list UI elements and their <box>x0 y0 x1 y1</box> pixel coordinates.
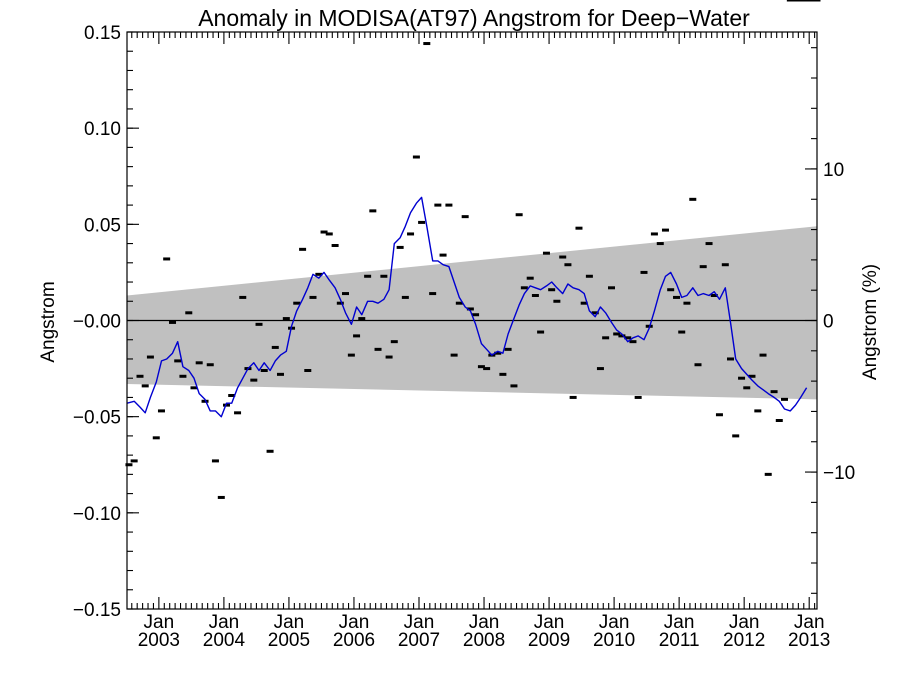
x-tick-month-label: Jan <box>274 612 305 633</box>
y-tick-label: 0.10 <box>84 119 121 140</box>
y-tick-label: 0.05 <box>84 215 121 236</box>
right-y-tick-label: 0 <box>823 312 834 333</box>
y-tick-label: −0.05 <box>73 408 121 429</box>
y-tick-label: −0.10 <box>73 504 121 525</box>
x-tick-month-label: Jan <box>729 612 760 633</box>
x-tick-month-label: Jan <box>404 612 435 633</box>
x-tick-year-label: 2006 <box>333 630 375 651</box>
uncertainty-band <box>127 226 817 400</box>
smoothed-series-line <box>126 196 808 418</box>
x-tick-year-label: 2007 <box>398 630 440 651</box>
x-tick-year-label: 2005 <box>268 630 310 651</box>
x-tick-month-label: Jan <box>144 612 175 633</box>
x-tick-month-label: Jan <box>794 612 825 633</box>
x-tick-month-label: Jan <box>534 612 565 633</box>
x-tick-month-label: Jan <box>599 612 630 633</box>
y-tick-label: −0.15 <box>73 600 121 621</box>
axis-tick-labels: 0.15 0.10 0.05 −0.00 −0.05 −0.10 −0.15 10 0 −10 Ja… <box>73 23 855 651</box>
x-tick-year-label: 2013 <box>788 630 830 651</box>
x-tick-month-label: Jan <box>209 612 240 633</box>
x-tick-month-label: Jan <box>664 612 695 633</box>
y-tick-label: −0.00 <box>73 312 121 333</box>
right-y-axis-label: Angstrom (%) <box>860 264 881 380</box>
x-tick-year-label: 2012 <box>723 630 765 651</box>
x-tick-year-label: 2003 <box>138 630 180 651</box>
x-tick-year-label: 2010 <box>593 630 635 651</box>
x-tick-year-label: 2004 <box>203 630 246 651</box>
right-y-tick-label: 10 <box>823 160 844 181</box>
axis-ticks <box>127 31 817 610</box>
monthly-points <box>125 0 821 499</box>
x-tick-month-label: Jan <box>339 612 370 633</box>
x-tick-year-label: 2009 <box>528 630 570 651</box>
y-axis-label: Angstrom <box>38 281 59 362</box>
x-tick-year-label: 2008 <box>463 630 505 651</box>
band-polygon <box>127 226 817 400</box>
y-tick-label: 0.15 <box>84 23 121 44</box>
right-y-tick-label: −10 <box>823 463 855 484</box>
chart-title: Anomaly in MODISA(AT97) Angstrom for Dee… <box>198 5 750 31</box>
x-tick-year-label: 2011 <box>659 630 700 651</box>
x-tick-month-label: Jan <box>469 612 500 633</box>
